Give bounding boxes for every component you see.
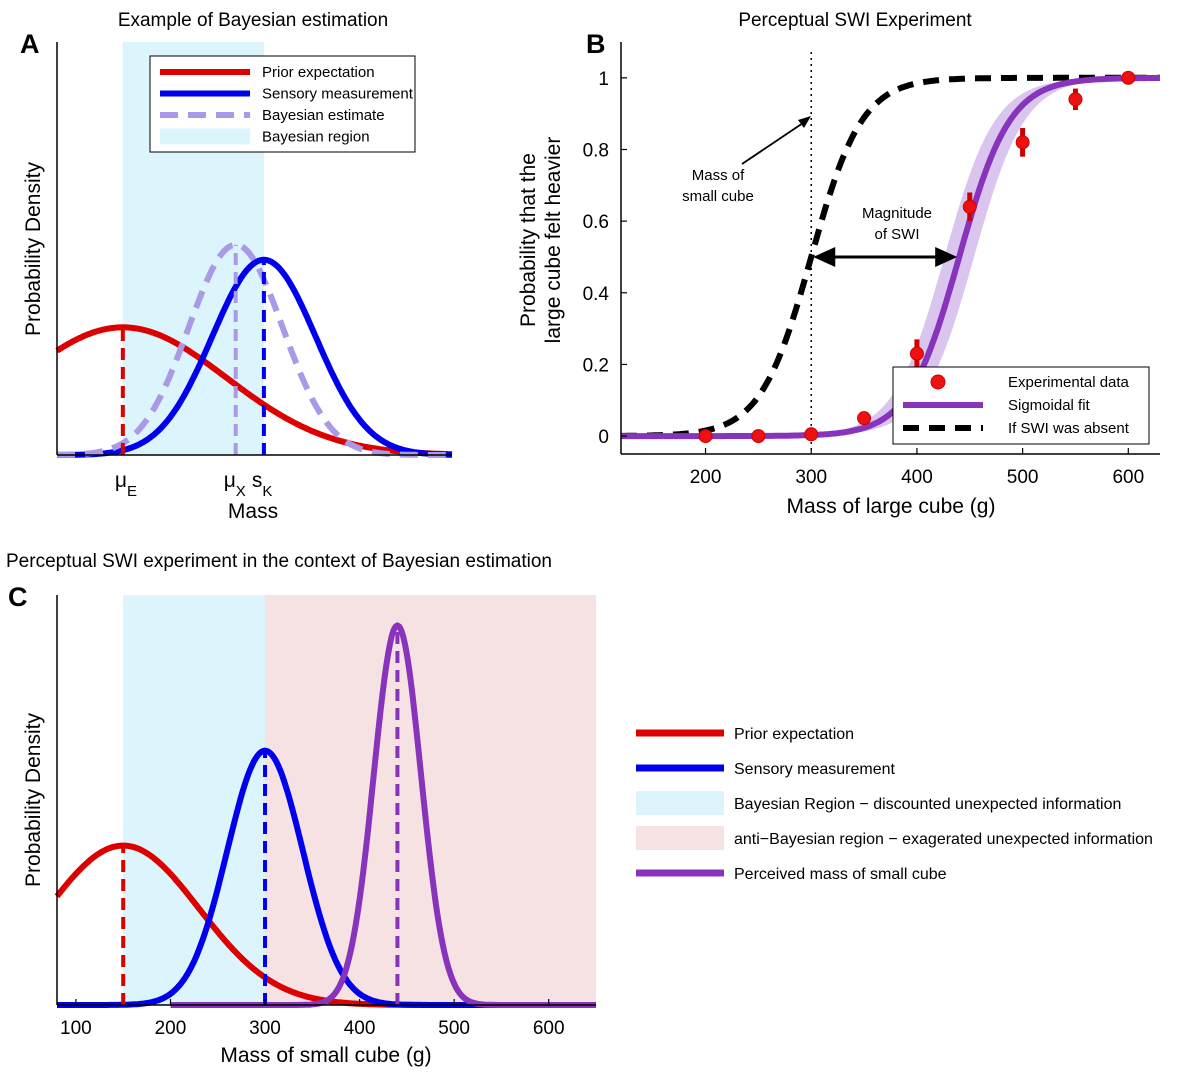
panel-b-title: Perceptual SWI Experiment: [738, 10, 972, 31]
marker-symbol: s: [252, 469, 263, 492]
panel-a-ylabel: Probability Density: [22, 162, 45, 336]
panel-a-marker-label-e: μE: [115, 469, 137, 500]
panel-b-xtick-label: 200: [690, 467, 722, 488]
panel-b-data-point: [1121, 70, 1136, 85]
panel-b-annotation-small-cube: Mass of: [692, 167, 745, 184]
panel-c-letter: C: [8, 582, 28, 612]
panel-c-legend: Prior expectation Sensory measurement Baye…: [636, 726, 1153, 883]
panel-a-legend-swatch-bayesian-region: [160, 128, 250, 145]
panel-b-swi-arrowhead-left: [813, 246, 836, 267]
panel-b-legend: Experimental data Sigmoidal fit If SWI was…: [892, 366, 1150, 445]
panel-b-legend-swatch-experimental-data: [930, 374, 946, 390]
panel-b: Perceptual SWI Experiment B 200 300 400 500…: [517, 10, 1160, 518]
panel-b-curve-if-swi-was-absent: [621, 74, 1160, 439]
panel-b-annotation-small-cube: small cube: [682, 188, 754, 205]
marker-subscript: E: [127, 483, 137, 500]
panel-b-data-point: [751, 429, 766, 444]
panel-a-letter: A: [20, 29, 40, 59]
panel-b-xtick-label: 400: [901, 467, 933, 488]
panel-b-data-point: [909, 346, 924, 361]
panel-b-arrowhead: [798, 116, 811, 128]
panel-b-ytick-label: 0.6: [583, 212, 609, 233]
panel-b-annotation-arrow: [741, 122, 804, 165]
panel-b-annotation-swi: Magnitude: [862, 205, 932, 222]
panel-b-xtick-label: 300: [795, 467, 827, 488]
panel-b-xlabel: Mass of large cube (g): [787, 495, 996, 518]
panel-b-ytick-label: 0.2: [583, 355, 609, 376]
panel-b-ytick-label: 0.8: [583, 140, 609, 161]
panel-c-xlabel: Mass of small cube (g): [220, 1044, 431, 1067]
panel-c-shade-bayesian-region-discounted-unexpected-information: [123, 595, 266, 1005]
panel-a-xlabel: Mass: [228, 500, 278, 523]
panel-c-xtick-label: 300: [249, 1018, 281, 1039]
panel-a-x-markers: μE μX sK: [115, 469, 273, 500]
panel-c-legend-label-anti-bayesian-region-exagerated-unexpected-information: anti−Bayesian region − exagerated unexpe…: [734, 831, 1153, 848]
panel-a: Example of Bayesian estimation A Prior e…: [20, 10, 454, 523]
marker-symbol: μ: [224, 469, 236, 492]
panel-c-xtick-label: 600: [533, 1018, 565, 1039]
panel-a-title: Example of Bayesian estimation: [118, 10, 388, 31]
panel-b-data-point: [857, 411, 872, 426]
panel-c-xtick-label: 500: [438, 1018, 470, 1039]
panel-c-xtick-label: 200: [155, 1018, 187, 1039]
panel-c-legend-label-sensory-measurement: Sensory measurement: [734, 761, 896, 778]
marker-subscript: X: [236, 483, 246, 500]
panel-a-legend-label-prior-expectation: Prior expectation: [262, 64, 375, 81]
panel-c-legend-label-perceived-mass-of-small-cube: Perceived mass of small cube: [734, 866, 947, 883]
panel-c-legend-label-prior-expectation: Prior expectation: [734, 726, 854, 743]
panel-b-ytick-label: 0: [598, 427, 609, 448]
panel-b-data-point: [804, 427, 819, 442]
panel-b-ylabel-line: Probability that the: [517, 153, 540, 327]
panel-b-swi-arrowhead-right: [935, 246, 958, 267]
panel-a-marker-label-x: μX: [224, 469, 246, 500]
panel-b-data-point: [962, 199, 977, 214]
marker-symbol: μ: [115, 469, 127, 492]
panel-b-data-point: [1068, 92, 1083, 107]
panel-b-ytick-label: 0.4: [583, 284, 610, 305]
panel-b-xtick-label: 600: [1112, 467, 1144, 488]
panel-b-legend-label-sigmoidal-fit: Sigmoidal fit: [1008, 397, 1091, 414]
panel-a-legend-label-sensory-measurement: Sensory measurement: [262, 86, 414, 103]
panel-b-legend-label-if-swi-was-absent: If SWI was absent: [1008, 420, 1130, 437]
panel-c: Perceptual SWI experiment in the context…: [6, 551, 1153, 1067]
panel-b-letter: B: [586, 29, 606, 59]
marker-subscript: K: [262, 483, 272, 500]
panel-c-xtick-label: 100: [60, 1018, 92, 1039]
panel-b-legend-label-experimental-data: Experimental data: [1008, 374, 1130, 391]
panel-b-ylabel-line: large cube felt heavier: [542, 137, 565, 344]
panel-a-marker-label-k: sK: [252, 469, 273, 500]
panel-b-data-point: [1015, 135, 1030, 150]
panel-b-ylabel: Probability that the large cube felt heav…: [517, 137, 565, 344]
panel-c-shade-anti-bayesian-region-exagerated-unexpected-information: [265, 595, 596, 1005]
panel-a-legend-label-bayesian-region: Bayesian region: [262, 129, 370, 146]
panel-a-curve-prior-expectation: [55, 324, 454, 458]
panel-c-title: Perceptual SWI experiment in the context…: [6, 551, 552, 572]
panel-a-legend-label-bayesian-estimate: Bayesian estimate: [262, 107, 385, 124]
panel-a-legend: Prior expectation Sensory measurement Baye…: [149, 55, 416, 153]
panel-c-xtick-label: 400: [344, 1018, 376, 1039]
panel-b-ytick-label: 1: [598, 69, 609, 90]
panel-b-annotation-swi: of SWI: [874, 226, 919, 243]
panel-c-ylabel: Probability Density: [22, 713, 45, 887]
panel-c-legend-swatch-anti-bayesian-region-exagerated-unexpected-information: [636, 826, 724, 850]
panel-b-xtick-label: 500: [1007, 467, 1039, 488]
panel-c-legend-label-bayesian-region-discounted-unexpected-information: Bayesian Region − discounted unexpected …: [734, 796, 1121, 813]
panel-b-data-point: [698, 429, 713, 444]
panel-c-legend-swatch-bayesian-region-discounted-unexpected-information: [636, 791, 724, 815]
